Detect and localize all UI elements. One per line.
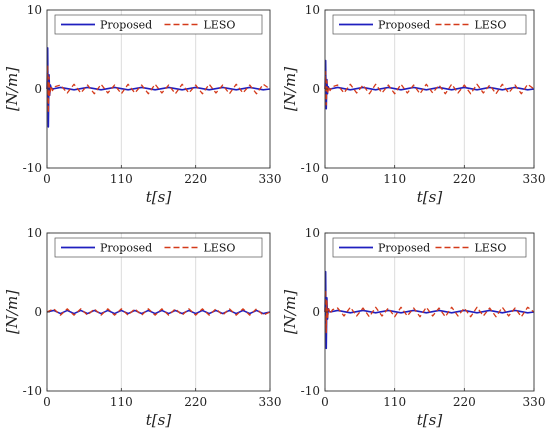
y-tick-label: 0 xyxy=(34,305,42,319)
x-tick-label: 220 xyxy=(453,172,476,186)
legend-label-proposed: Proposed xyxy=(100,242,152,255)
x-tick-label: 110 xyxy=(110,172,133,186)
x-tick-label: 0 xyxy=(43,395,51,409)
y-axis-label: [N/m] xyxy=(281,290,299,334)
series-line-leso xyxy=(46,64,271,114)
legend-label-proposed: Proposed xyxy=(378,242,430,255)
y-tick-label: -10 xyxy=(301,161,320,175)
y-tick-label: -10 xyxy=(23,161,42,175)
x-tick-label: 220 xyxy=(184,395,207,409)
y-tick-label: 0 xyxy=(34,82,42,96)
y-axis-label: [N/m] xyxy=(3,67,21,111)
y-axis-label: [N/m] xyxy=(3,290,21,334)
y-tick-label: 10 xyxy=(305,226,320,240)
legend-label-leso: LESO xyxy=(475,19,507,32)
x-tick-label: 220 xyxy=(184,172,207,186)
x-tick-label: 330 xyxy=(259,395,282,409)
legend-box xyxy=(332,237,527,258)
y-axis-label: [N/m] xyxy=(281,67,299,111)
legend-box xyxy=(54,237,263,258)
legend: Proposed LESO xyxy=(332,237,527,258)
x-tick-label: 330 xyxy=(259,172,282,186)
y-tick-label: 10 xyxy=(27,3,42,17)
x-tick-label: 110 xyxy=(110,395,133,409)
legend-label-proposed: Proposed xyxy=(100,19,152,32)
x-axis-label: t[s] xyxy=(146,411,172,429)
y-tick-label: -10 xyxy=(23,384,42,398)
y-tick-label: 10 xyxy=(27,226,42,240)
y-tick-label: 0 xyxy=(312,82,320,96)
series-line-proposed xyxy=(324,59,535,110)
legend: Proposed LESO xyxy=(54,237,263,258)
series-line-leso xyxy=(324,289,535,334)
x-axis-label: t[s] xyxy=(146,188,172,206)
legend-label-leso: LESO xyxy=(204,242,236,255)
series-line-proposed xyxy=(324,270,535,350)
legend: Proposed LESO xyxy=(332,14,527,35)
x-tick-label: 330 xyxy=(523,172,546,186)
x-tick-label: 220 xyxy=(453,395,476,409)
x-axis-label: t[s] xyxy=(417,411,443,429)
y-tick-label: 0 xyxy=(312,305,320,319)
legend: Proposed LESO xyxy=(54,14,263,35)
legend-label-leso: LESO xyxy=(204,19,236,32)
x-tick-label: 0 xyxy=(321,395,329,409)
x-tick-label: 0 xyxy=(321,172,329,186)
x-axis-label: t[s] xyxy=(417,188,443,206)
x-tick-label: 110 xyxy=(383,172,406,186)
legend-label-leso: LESO xyxy=(475,242,507,255)
series-line-leso xyxy=(324,70,535,106)
y-tick-label: -10 xyxy=(301,384,320,398)
y-tick-label: 10 xyxy=(305,3,320,17)
x-tick-label: 330 xyxy=(523,395,546,409)
series-line-leso xyxy=(46,308,271,316)
x-tick-label: 110 xyxy=(383,395,406,409)
legend-box xyxy=(332,14,527,35)
legend-label-proposed: Proposed xyxy=(378,19,430,32)
x-tick-label: 0 xyxy=(43,172,51,186)
legend-box xyxy=(54,14,263,35)
